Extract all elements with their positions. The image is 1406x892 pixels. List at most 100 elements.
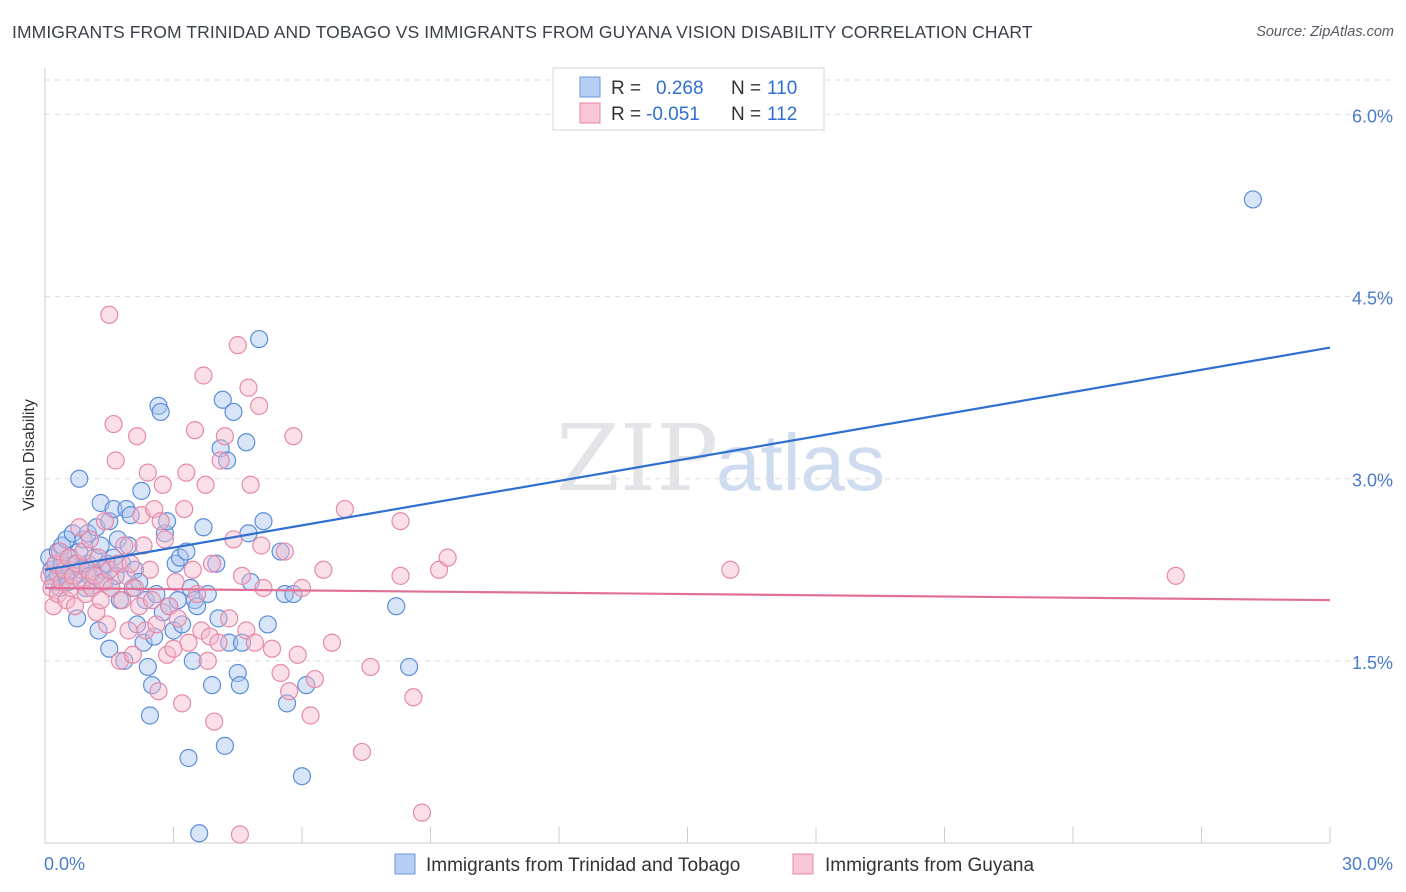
point-trinidad — [70, 469, 89, 488]
point-trinidad — [132, 481, 151, 500]
point-trinidad — [230, 676, 249, 695]
point-guyana — [252, 536, 271, 555]
point-trinidad — [119, 536, 138, 555]
y-tick-label: 1.5% — [1352, 653, 1393, 673]
trend-lines — [44, 346, 1331, 602]
point-guyana — [177, 463, 196, 482]
y-tick-label: 6.0% — [1352, 106, 1393, 126]
series-trinidad-points — [40, 190, 1263, 843]
point-guyana — [262, 639, 282, 658]
point-trinidad — [140, 706, 160, 725]
series-guyana-points — [40, 305, 1185, 844]
point-guyana — [179, 633, 198, 652]
point-guyana — [151, 512, 170, 531]
point-trinidad — [217, 451, 237, 470]
point-trinidad — [179, 748, 198, 768]
point-guyana — [224, 530, 243, 549]
point-guyana — [361, 657, 380, 677]
trend-line-guyana — [44, 586, 1331, 602]
point-trinidad — [292, 767, 312, 786]
point-guyana — [220, 609, 239, 628]
point-guyana — [136, 621, 155, 640]
point-guyana — [183, 560, 202, 579]
point-guyana — [100, 305, 119, 324]
point-guyana — [185, 421, 205, 440]
legend-n-label-pink: N = — [731, 104, 761, 125]
point-guyana — [98, 615, 117, 634]
point-guyana — [65, 597, 85, 616]
point-trinidad — [100, 512, 119, 531]
point-guyana — [245, 633, 264, 652]
legend-n-label-blue: N = — [731, 78, 761, 99]
point-trinidad — [232, 633, 252, 652]
axes — [44, 68, 1331, 844]
point-guyana — [127, 427, 147, 446]
chart-source: Source: ZipAtlas.com — [1256, 24, 1394, 40]
point-guyana — [275, 542, 294, 561]
point-guyana — [271, 663, 290, 683]
point-trinidad — [157, 512, 177, 531]
point-trinidad — [183, 651, 202, 670]
point-trinidad — [220, 633, 239, 652]
point-trinidad — [237, 433, 256, 452]
point-trinidad — [202, 676, 222, 695]
bottom-legend-label-pink: Immigrants from Guyana — [825, 855, 1034, 876]
point-guyana — [142, 591, 162, 610]
point-guyana — [250, 396, 269, 415]
point-guyana — [147, 615, 166, 634]
y-axis-label: Vision Disability — [21, 399, 38, 511]
trend-line-trinidad — [44, 346, 1331, 571]
point-trinidad — [190, 824, 209, 843]
point-guyana — [121, 554, 140, 573]
point-guyana — [166, 572, 185, 592]
point-guyana — [172, 694, 192, 713]
point-guyana — [211, 451, 230, 470]
point-guyana — [284, 427, 303, 446]
y-tick-label: 4.5% — [1352, 289, 1393, 309]
legend-n-value-blue: 110 — [767, 78, 797, 99]
point-guyana — [305, 669, 324, 689]
point-trinidad — [207, 554, 226, 573]
point-guyana — [205, 712, 224, 731]
point-guyana — [1166, 566, 1185, 585]
point-trinidad — [213, 390, 232, 409]
point-guyana — [232, 566, 252, 585]
point-trinidad — [100, 639, 119, 658]
point-trinidad — [254, 512, 273, 531]
x-tick-label-max: 30.0% — [1342, 854, 1393, 874]
point-guyana — [194, 366, 213, 385]
point-guyana — [280, 682, 299, 701]
x-tick-label-min: 0.0% — [44, 854, 85, 874]
point-guyana — [196, 475, 215, 494]
legend-r-label-blue: R = — [611, 78, 641, 99]
point-trinidad — [271, 542, 290, 561]
point-guyana — [230, 825, 249, 844]
point-guyana — [175, 499, 194, 519]
point-guyana — [104, 414, 123, 434]
point-guyana — [239, 378, 258, 397]
bottom-legend-swatch-pink — [792, 853, 814, 875]
point-guyana — [391, 566, 410, 585]
bottom-legend-swatch-blue — [394, 853, 416, 875]
point-guyana — [95, 512, 115, 531]
y-tick-label: 3.0% — [1352, 471, 1393, 491]
bottom-legend-label-blue: Immigrants from Trinidad and Tobago — [426, 855, 740, 876]
watermark-atlas: atlas — [716, 418, 885, 507]
point-guyana — [241, 475, 260, 494]
point-guyana — [721, 560, 740, 579]
point-guyana — [404, 688, 423, 707]
point-guyana — [187, 584, 207, 604]
point-guyana — [70, 518, 89, 537]
series-legend: Immigrants from Trinidad and Tobago Immi… — [394, 853, 1034, 876]
correlation-legend: R = 0.268 N = 110 R = -0.051 N = 112 — [552, 67, 825, 131]
tick-labels: 1.5% 3.0% 4.5% 6.0% 0.0% 30.0% — [44, 106, 1393, 874]
point-trinidad — [250, 329, 269, 349]
point-guyana — [391, 512, 410, 531]
legend-r-value-pink: -0.051 — [646, 104, 700, 125]
point-guyana — [335, 499, 354, 519]
legend-r-label-pink: R = — [611, 104, 641, 125]
point-guyana — [155, 530, 175, 549]
point-trinidad — [224, 402, 243, 422]
point-guyana — [87, 603, 106, 622]
